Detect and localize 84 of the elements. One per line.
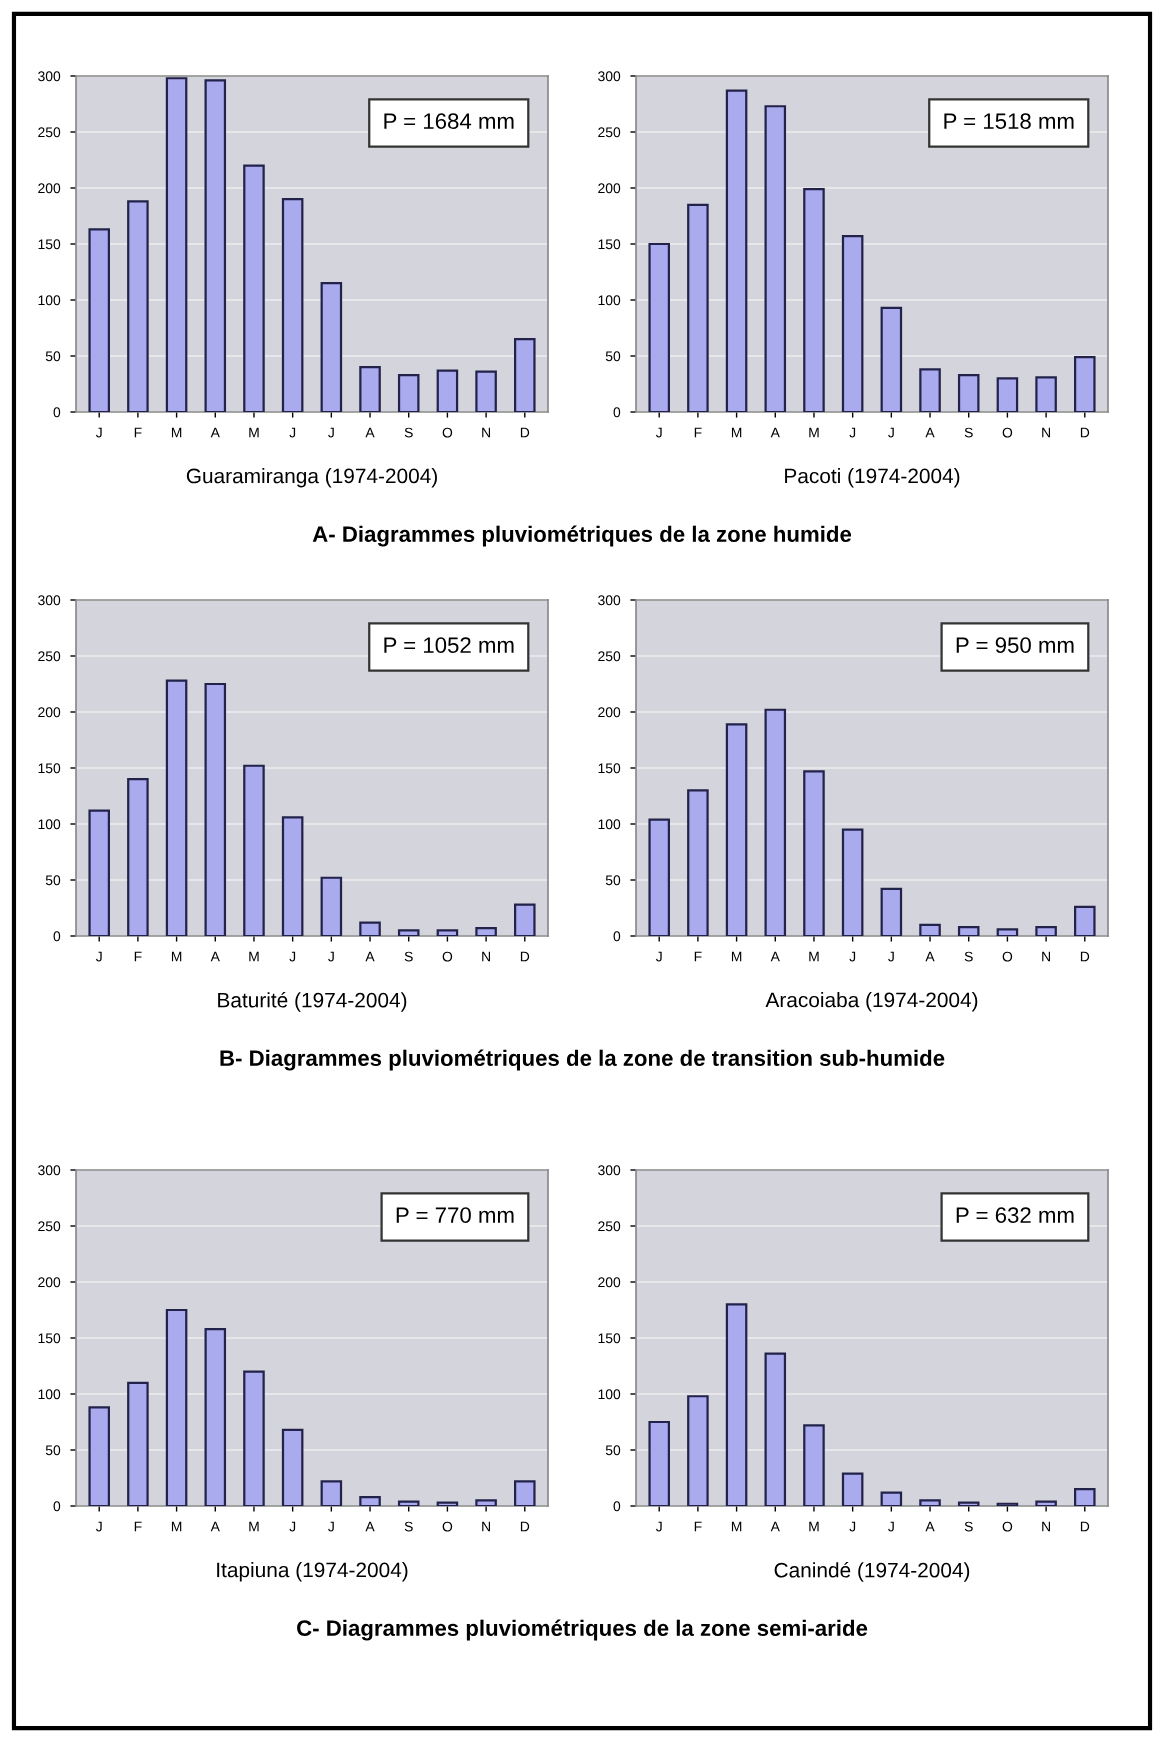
bar [243,764,265,936]
annotation: P = 632 mm [956,1207,1074,1224]
bar [281,198,304,412]
bar [88,1406,110,1506]
bar [165,679,188,936]
bar [764,105,787,412]
bar [919,1499,941,1506]
x-axis-title: Baturité (1974-2004) [218,991,407,1012]
bar [957,925,980,936]
text: A- Diagrammes pluviométriques de la zone humide [312,525,852,547]
bar [841,235,864,412]
bar [1074,905,1096,936]
x-axis-title: Aracoiaba (1974-2004) [765,992,978,1012]
bar [957,373,980,412]
bar [514,1480,536,1506]
bar [841,1472,864,1506]
bar [204,79,227,412]
bar [397,373,420,412]
bar [803,1424,825,1506]
bar [919,368,941,412]
bar [996,377,1019,412]
text: B- Diagrammes pluviométriques de la zone de transition sub-humide [220,1049,945,1071]
bar [687,1395,709,1506]
bar [725,1303,748,1506]
bar [1035,1500,1057,1506]
bar [1035,376,1057,412]
bar [648,1420,670,1506]
bar [88,809,110,936]
bar [281,1428,304,1506]
bar [648,242,670,412]
bar [165,77,188,412]
bar [436,929,459,936]
bar [281,816,304,936]
text: C- Diagrammes pluviométriques de la zone semi-aride [297,1619,868,1641]
bar [514,338,536,412]
x-axis-title: Pacoti (1974-2004) [785,468,960,488]
bar [764,1352,787,1506]
x-axis-title: Canindé (1974-2004) [774,1561,970,1582]
bar [514,903,536,936]
annotation: P = 950 mm [956,637,1074,654]
bar [320,1480,343,1506]
x-axis-title: Itapiuna (1974-2004) [217,1562,408,1582]
bar [880,887,903,936]
bar [475,370,497,412]
bar [127,778,149,936]
bar [204,1327,227,1506]
bar [243,164,265,412]
bar [127,200,149,412]
bar [919,923,941,936]
bar [1074,356,1096,412]
bar [803,188,825,412]
bar [725,723,748,936]
bar [475,1499,497,1506]
bar [88,228,110,412]
bar [397,929,420,936]
x-axis-title: Guaramiranga (1974-2004) [186,468,437,488]
bar [648,818,670,936]
bar [359,366,381,412]
annotation: P = 1052 mm [384,637,514,654]
annotation: P = 1684 mm [384,113,514,130]
bar [1074,1488,1096,1506]
bar [127,1381,149,1506]
bar [687,203,709,412]
bar [359,921,381,936]
bar [436,369,459,412]
bar [880,1491,903,1506]
bar [725,89,748,412]
bar [764,708,787,936]
bar [359,1495,381,1506]
bar [320,876,343,936]
bar [165,1308,188,1506]
bar [803,770,825,936]
bar [687,789,709,936]
bar [996,928,1019,936]
bar [475,927,497,936]
annotation: P = 770 mm [396,1207,514,1224]
bar [320,282,343,412]
bar [397,1500,420,1506]
bar [1035,925,1057,936]
bar [841,828,864,936]
annotation: P = 1518 mm [944,113,1074,130]
bar [204,682,227,936]
bar [880,306,903,412]
bar [243,1370,265,1506]
